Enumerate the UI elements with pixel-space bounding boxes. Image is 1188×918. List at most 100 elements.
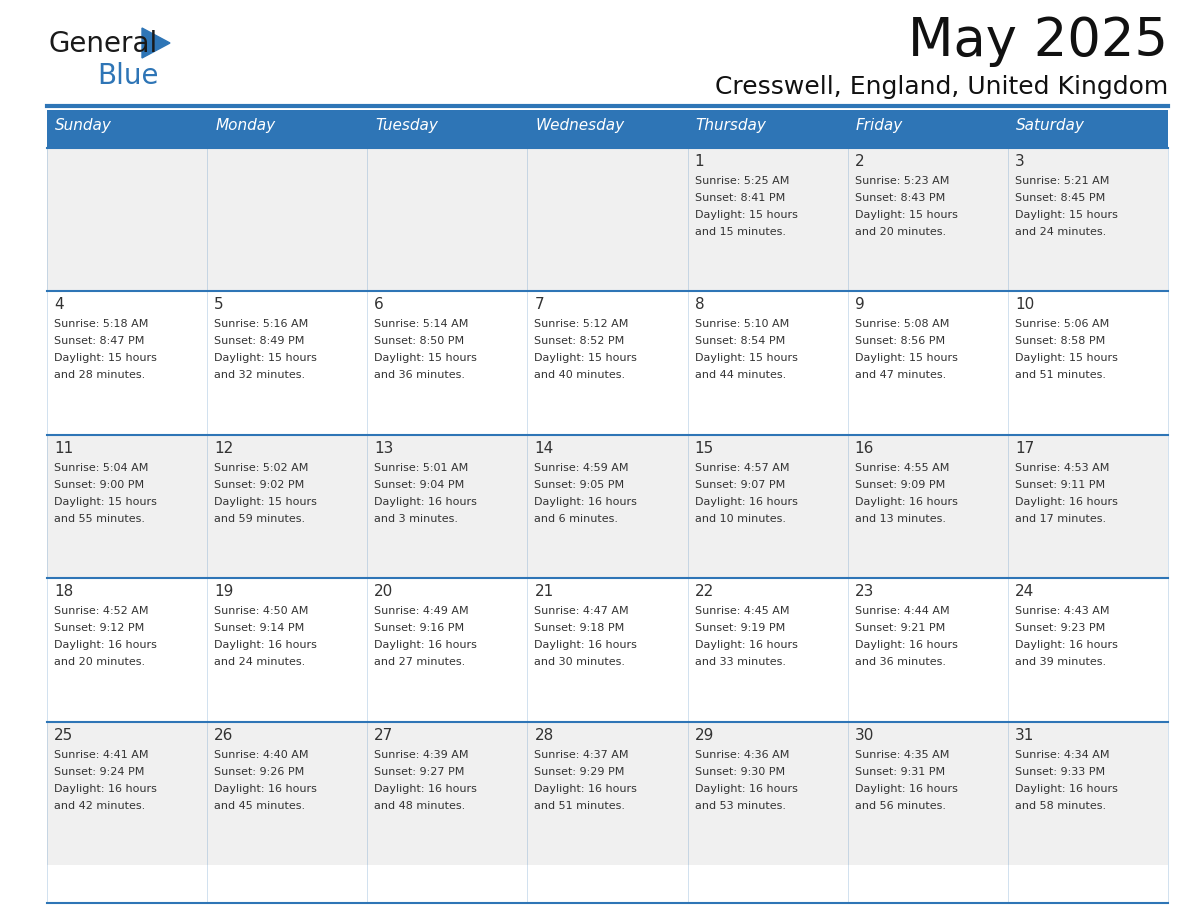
Text: Sunset: 9:27 PM: Sunset: 9:27 PM [374, 767, 465, 777]
Text: 20: 20 [374, 584, 393, 599]
Text: Sunset: 9:26 PM: Sunset: 9:26 PM [214, 767, 304, 777]
Text: Daylight: 16 hours: Daylight: 16 hours [53, 784, 157, 793]
Bar [848, 291, 1007, 435]
Text: Sunrise: 5:04 AM: Sunrise: 5:04 AM [53, 463, 148, 473]
Bar [527, 578, 688, 722]
Text: 24: 24 [1015, 584, 1034, 599]
Text: and 40 minutes.: and 40 minutes. [535, 370, 626, 380]
Bar [367, 435, 527, 578]
Text: Sunset: 9:21 PM: Sunset: 9:21 PM [854, 623, 944, 633]
Text: 19: 19 [214, 584, 234, 599]
Text: Daylight: 15 hours: Daylight: 15 hours [214, 497, 317, 507]
Bar [367, 110, 527, 148]
Text: Daylight: 16 hours: Daylight: 16 hours [374, 784, 478, 793]
Text: and 47 minutes.: and 47 minutes. [854, 370, 946, 380]
Bar [207, 722, 367, 865]
Text: and 48 minutes.: and 48 minutes. [374, 800, 466, 811]
Text: and 6 minutes.: and 6 minutes. [535, 514, 619, 524]
Text: Sunday: Sunday [55, 118, 112, 133]
Bar [688, 722, 848, 865]
Text: May 2025: May 2025 [908, 15, 1168, 67]
Text: 9: 9 [854, 297, 865, 312]
Text: Sunset: 9:16 PM: Sunset: 9:16 PM [374, 623, 465, 633]
Text: and 45 minutes.: and 45 minutes. [214, 800, 305, 811]
Text: Daylight: 16 hours: Daylight: 16 hours [854, 497, 958, 507]
Text: Sunrise: 5:06 AM: Sunrise: 5:06 AM [1015, 319, 1110, 330]
Text: Daylight: 16 hours: Daylight: 16 hours [535, 784, 637, 793]
Text: Sunset: 8:56 PM: Sunset: 8:56 PM [854, 336, 944, 346]
Text: and 36 minutes.: and 36 minutes. [854, 657, 946, 667]
Text: Sunrise: 4:57 AM: Sunrise: 4:57 AM [695, 463, 789, 473]
Bar [1007, 291, 1168, 435]
Text: Sunrise: 5:21 AM: Sunrise: 5:21 AM [1015, 176, 1110, 186]
Text: 30: 30 [854, 728, 874, 743]
Bar [1007, 148, 1168, 291]
Bar [48, 110, 207, 148]
Text: and 59 minutes.: and 59 minutes. [214, 514, 305, 524]
Bar [1007, 435, 1168, 578]
Text: Sunset: 9:24 PM: Sunset: 9:24 PM [53, 767, 145, 777]
Bar [1007, 110, 1168, 148]
Text: 2: 2 [854, 154, 865, 169]
Text: Daylight: 15 hours: Daylight: 15 hours [854, 210, 958, 220]
Text: Sunrise: 4:53 AM: Sunrise: 4:53 AM [1015, 463, 1110, 473]
Text: 26: 26 [214, 728, 234, 743]
Text: and 32 minutes.: and 32 minutes. [214, 370, 305, 380]
Text: Sunset: 8:50 PM: Sunset: 8:50 PM [374, 336, 465, 346]
Bar [1007, 722, 1168, 865]
Text: 17: 17 [1015, 441, 1034, 456]
Text: Daylight: 16 hours: Daylight: 16 hours [535, 640, 637, 650]
Text: 22: 22 [695, 584, 714, 599]
Text: Daylight: 16 hours: Daylight: 16 hours [374, 640, 478, 650]
Text: Sunrise: 4:44 AM: Sunrise: 4:44 AM [854, 606, 949, 616]
Text: Saturday: Saturday [1016, 118, 1085, 133]
Text: Daylight: 15 hours: Daylight: 15 hours [695, 210, 797, 220]
Text: Cresswell, England, United Kingdom: Cresswell, England, United Kingdom [715, 75, 1168, 99]
Text: and 51 minutes.: and 51 minutes. [535, 800, 625, 811]
Text: 18: 18 [53, 584, 74, 599]
Text: 25: 25 [53, 728, 74, 743]
Text: and 3 minutes.: and 3 minutes. [374, 514, 459, 524]
Text: and 51 minutes.: and 51 minutes. [1015, 370, 1106, 380]
Text: Sunset: 8:58 PM: Sunset: 8:58 PM [1015, 336, 1105, 346]
Text: Sunrise: 5:18 AM: Sunrise: 5:18 AM [53, 319, 148, 330]
Text: Sunset: 9:18 PM: Sunset: 9:18 PM [535, 623, 625, 633]
Text: Sunrise: 5:23 AM: Sunrise: 5:23 AM [854, 176, 949, 186]
Text: Daylight: 15 hours: Daylight: 15 hours [1015, 210, 1118, 220]
Text: 12: 12 [214, 441, 233, 456]
Bar [207, 578, 367, 722]
Bar [527, 291, 688, 435]
Text: 8: 8 [695, 297, 704, 312]
Text: Sunrise: 4:59 AM: Sunrise: 4:59 AM [535, 463, 628, 473]
Text: and 39 minutes.: and 39 minutes. [1015, 657, 1106, 667]
Bar [48, 148, 207, 291]
Bar [848, 578, 1007, 722]
Text: Sunrise: 4:35 AM: Sunrise: 4:35 AM [854, 750, 949, 759]
Text: and 24 minutes.: and 24 minutes. [214, 657, 305, 667]
Text: Sunset: 9:07 PM: Sunset: 9:07 PM [695, 480, 785, 490]
Text: Sunset: 9:11 PM: Sunset: 9:11 PM [1015, 480, 1105, 490]
Text: Daylight: 16 hours: Daylight: 16 hours [214, 784, 317, 793]
Text: Sunset: 9:30 PM: Sunset: 9:30 PM [695, 767, 785, 777]
Text: Daylight: 16 hours: Daylight: 16 hours [695, 640, 797, 650]
Bar [48, 578, 207, 722]
Text: 31: 31 [1015, 728, 1035, 743]
Text: 5: 5 [214, 297, 223, 312]
Bar [207, 291, 367, 435]
Text: 3: 3 [1015, 154, 1024, 169]
Text: Sunset: 8:47 PM: Sunset: 8:47 PM [53, 336, 145, 346]
Text: 6: 6 [374, 297, 384, 312]
Text: Sunrise: 4:39 AM: Sunrise: 4:39 AM [374, 750, 469, 759]
Text: and 20 minutes.: and 20 minutes. [53, 657, 145, 667]
Text: and 24 minutes.: and 24 minutes. [1015, 227, 1106, 237]
Text: Sunset: 9:31 PM: Sunset: 9:31 PM [854, 767, 944, 777]
Text: and 30 minutes.: and 30 minutes. [535, 657, 625, 667]
Bar [848, 148, 1007, 291]
Text: Daylight: 16 hours: Daylight: 16 hours [854, 640, 958, 650]
Text: Sunrise: 4:34 AM: Sunrise: 4:34 AM [1015, 750, 1110, 759]
Text: 27: 27 [374, 728, 393, 743]
Text: 4: 4 [53, 297, 64, 312]
Bar [367, 148, 527, 291]
Text: Sunrise: 4:41 AM: Sunrise: 4:41 AM [53, 750, 148, 759]
Text: Daylight: 16 hours: Daylight: 16 hours [535, 497, 637, 507]
